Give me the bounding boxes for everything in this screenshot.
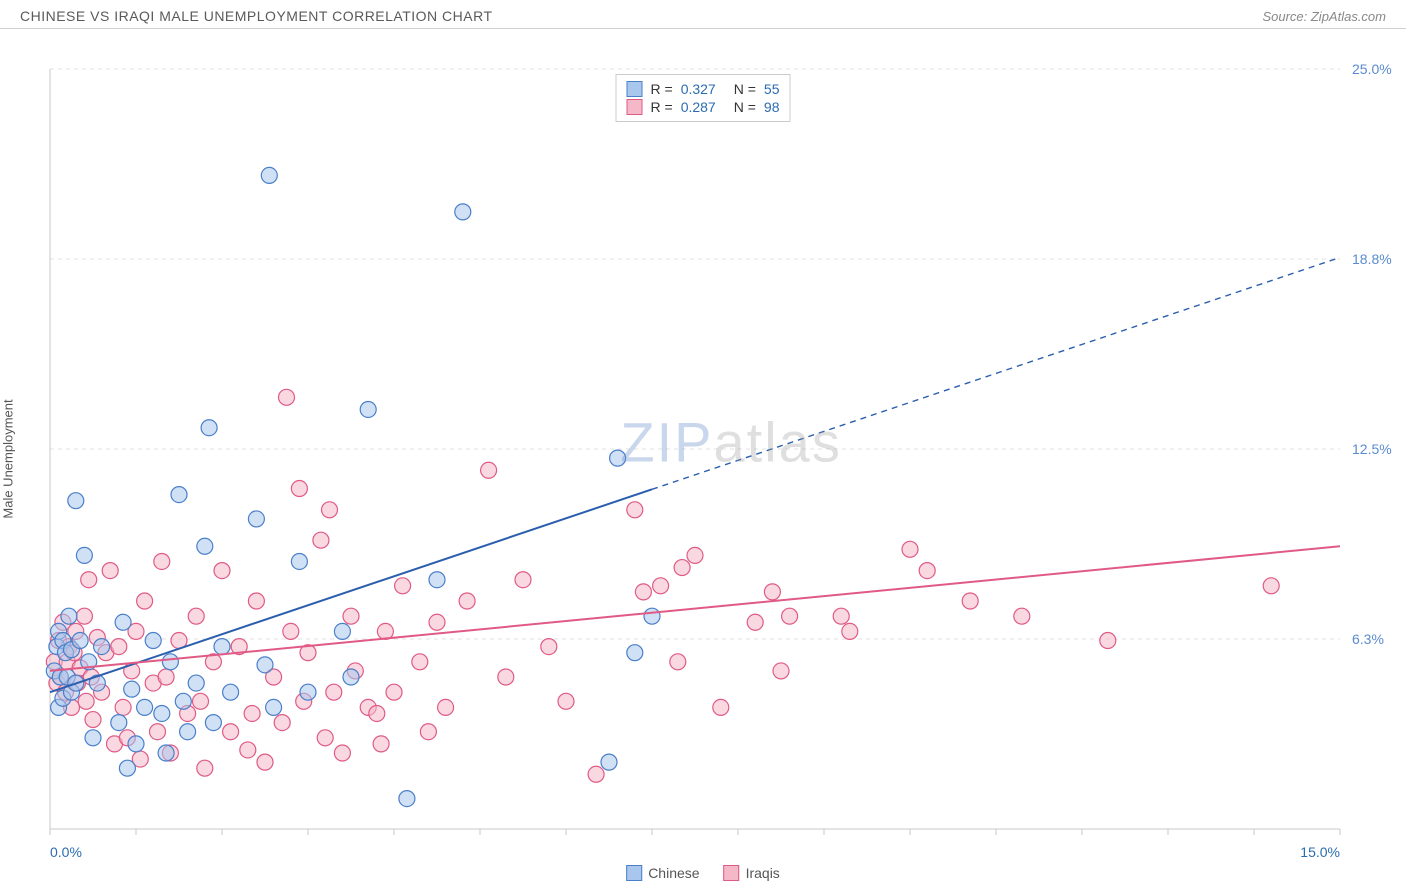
legend-item-iraqis: Iraqis [724,865,780,881]
legend-row-iraqis: R = 0.287 N = 98 [627,99,780,115]
legend-item-chinese: Chinese [626,865,699,881]
series-legend: Chinese Iraqis [626,865,780,881]
chart-title: CHINESE VS IRAQI MALE UNEMPLOYMENT CORRE… [20,8,493,24]
correlation-legend: R = 0.327 N = 55 R = 0.287 N = 98 [616,74,791,122]
chart-header: CHINESE VS IRAQI MALE UNEMPLOYMENT CORRE… [0,0,1406,29]
legend-swatch-iraqis [627,99,643,115]
svg-text:25.0%: 25.0% [1352,61,1392,77]
chart-container: Male Unemployment ZIPatlas R = 0.327 N =… [0,29,1406,889]
svg-text:15.0%: 15.0% [1300,844,1340,860]
svg-text:12.5%: 12.5% [1352,441,1392,457]
y-axis-label: Male Unemployment [1,399,16,518]
svg-text:6.3%: 6.3% [1352,631,1384,647]
legend-swatch-iraqis [724,865,740,881]
scatter-chart: 6.3% 12.5% 18.8% 25.0% 0.0% 15.0% [0,29,1406,889]
svg-text:0.0%: 0.0% [50,844,82,860]
legend-swatch-chinese [627,81,643,97]
legend-row-chinese: R = 0.327 N = 55 [627,81,780,97]
chart-source: Source: ZipAtlas.com [1262,9,1386,24]
legend-swatch-chinese [626,865,642,881]
svg-text:18.8%: 18.8% [1352,251,1392,267]
